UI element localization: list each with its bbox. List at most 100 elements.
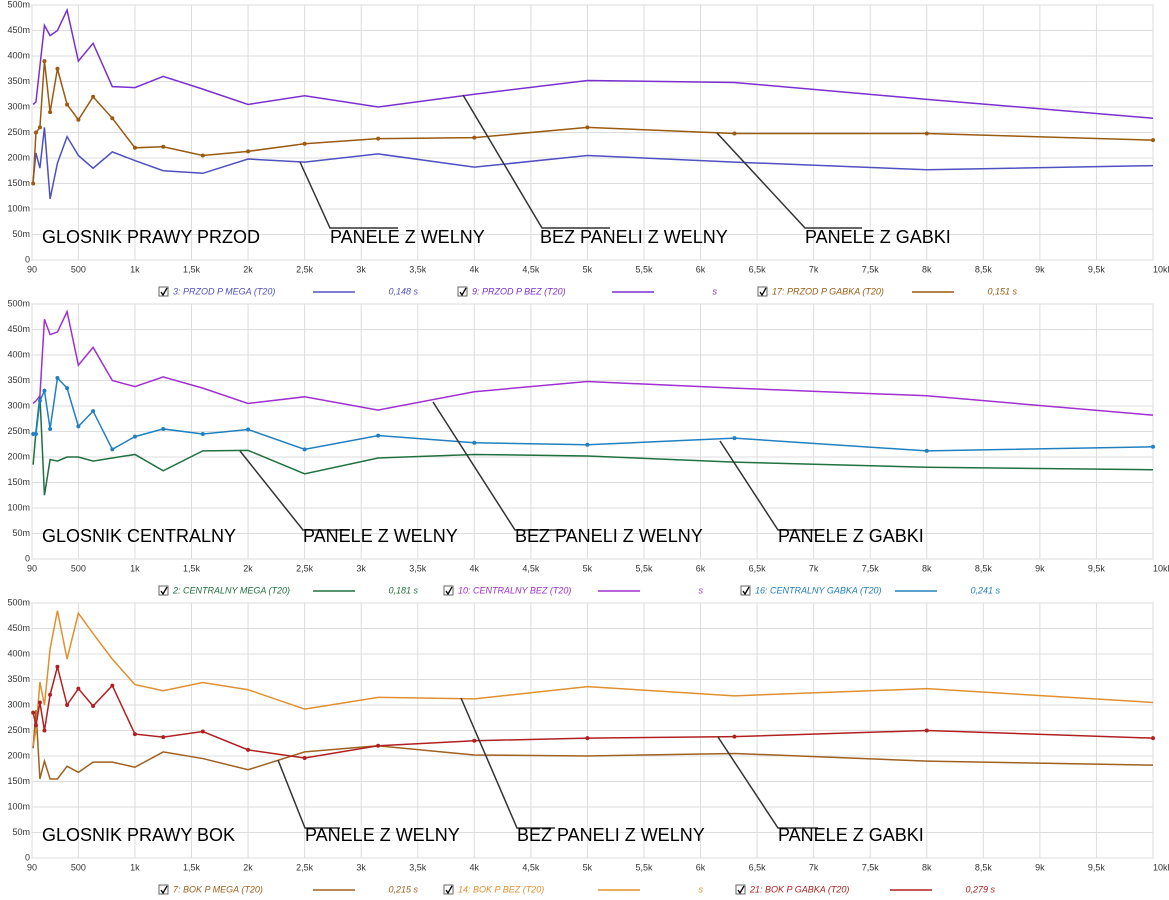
legend-checkbox[interactable] [757, 286, 768, 297]
legend-check [737, 885, 745, 895]
legend-value: 0,215 s [388, 884, 418, 894]
data-point [76, 117, 81, 122]
data-point [732, 734, 737, 739]
legend-value: 0,241 s [970, 585, 1000, 595]
data-point [924, 131, 929, 136]
legend-checkbox[interactable] [443, 884, 454, 895]
data-line [32, 395, 1154, 496]
data-point [55, 66, 60, 71]
x-tick-label: 5,5k [635, 862, 653, 872]
data-point [161, 426, 166, 431]
y-tick-label: 500m [7, 597, 30, 607]
x-tick-label: 2,5k [296, 862, 314, 872]
x-tick-label: 9k [1035, 862, 1045, 872]
data-point [110, 116, 115, 121]
annotation: BEZ PANELI Z WELNY [517, 825, 705, 845]
data-line [32, 309, 1154, 416]
data-point [472, 738, 477, 743]
legend-checkbox[interactable] [740, 585, 751, 596]
y-tick-label: 50m [12, 827, 30, 837]
y-tick-label: 50m [12, 528, 30, 538]
x-tick-label: 4k [470, 862, 480, 872]
annotation: PANELE Z GABKI [805, 227, 951, 247]
legend-checkbox[interactable] [158, 286, 169, 297]
x-tick-label: 6,5k [749, 862, 767, 872]
y-tick-label: 0 [25, 553, 30, 563]
x-tick-label: 7,5k [862, 264, 880, 274]
data-point [55, 375, 60, 380]
annotation: PANELE Z GABKI [778, 526, 924, 546]
legend-value: 0,181 s [388, 585, 418, 595]
data-point [91, 409, 96, 414]
x-tick-label: 4k [470, 264, 480, 274]
y-tick-label: 250m [7, 426, 30, 436]
y-tick-label: 100m [7, 801, 30, 811]
x-tick-label: 9k [1035, 264, 1045, 274]
x-tick-label: 8k [922, 862, 932, 872]
x-tick-label: 7,5k [862, 862, 880, 872]
legend-checkbox[interactable] [158, 585, 169, 596]
x-tick-label: 8,5k [975, 264, 993, 274]
annotation: PANELE Z WELNY [305, 825, 460, 845]
x-tick-label: 10kHz [1153, 862, 1169, 872]
y-tick-label: 250m [7, 725, 30, 735]
x-tick-label: 9,5k [1088, 862, 1106, 872]
legend-name: 10: CENTRALNY BEZ (T20) [458, 585, 571, 595]
x-tick-label: 5,5k [635, 563, 653, 573]
y-tick-label: 100m [7, 203, 30, 213]
y-tick-label: 350m [7, 375, 30, 385]
legend-checkbox[interactable] [735, 884, 746, 895]
legend-check [160, 586, 168, 596]
data-point [132, 145, 137, 150]
data-point [924, 728, 929, 733]
data-line [32, 7, 1154, 119]
callout-line [719, 440, 818, 531]
legend-check [445, 586, 453, 596]
data-point [42, 728, 47, 733]
y-tick-label: 300m [7, 699, 30, 709]
callout-line [239, 450, 350, 531]
data-point [302, 447, 307, 452]
y-tick-label: 0 [25, 852, 30, 862]
data-point [1151, 138, 1155, 143]
callout-line [460, 697, 555, 829]
data-point [110, 447, 115, 452]
x-tick-label: 4,5k [522, 862, 540, 872]
x-tick-label: 7k [809, 563, 819, 573]
x-tick-label: 2k [243, 563, 253, 573]
x-tick-label: 2,5k [296, 264, 314, 274]
x-tick-label: 5k [583, 862, 593, 872]
x-tick-label: 6k [696, 862, 706, 872]
legend-checkbox[interactable] [158, 884, 169, 895]
legend-value: s [699, 884, 704, 894]
y-tick-label: 450m [7, 25, 30, 35]
x-tick-label: 4,5k [522, 264, 540, 274]
x-tick-label: 90 [27, 563, 37, 573]
data-point [132, 732, 137, 737]
callout-line [432, 401, 567, 531]
x-tick-label: 1,5k [183, 264, 201, 274]
y-tick-label: 350m [7, 76, 30, 86]
legend-checkbox[interactable] [457, 286, 468, 297]
legend-check [742, 586, 750, 596]
panel-title: GLOSNIK PRAWY PRZOD [42, 227, 260, 247]
x-tick-label: 5k [583, 563, 593, 573]
data-point [200, 729, 205, 734]
data-point [472, 135, 477, 140]
data-point [42, 59, 47, 64]
data-point [732, 436, 737, 441]
legend-checkbox[interactable] [443, 585, 454, 596]
data-point [924, 448, 929, 453]
x-tick-label: 3k [356, 862, 366, 872]
data-point [200, 432, 205, 437]
x-tick-label: 2,5k [296, 563, 314, 573]
data-point [55, 664, 60, 669]
x-tick-label: 6,5k [749, 563, 767, 573]
x-tick-label: 8k [922, 264, 932, 274]
legend-check [160, 287, 168, 297]
legend-value: s [699, 585, 704, 595]
y-tick-label: 300m [7, 400, 30, 410]
data-point [31, 432, 36, 437]
legend-name: 2: CENTRALNY MEGA (T20) [172, 585, 290, 595]
